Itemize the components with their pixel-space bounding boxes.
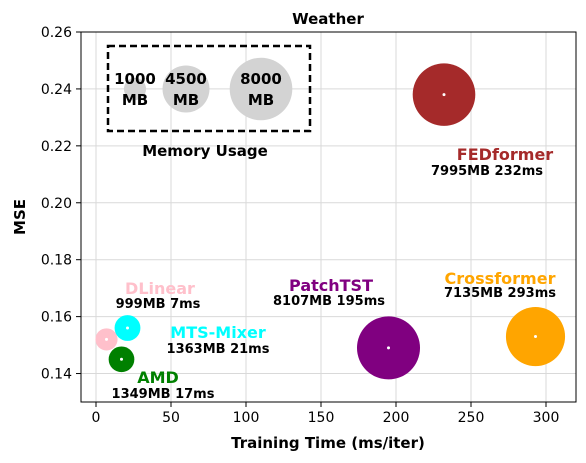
- x-tick-label: 150: [308, 410, 335, 426]
- legend-size-unit: MB: [122, 91, 148, 109]
- point-detail: 8107MB 195ms: [273, 294, 385, 309]
- legend-circle: [162, 65, 210, 113]
- point-detail: 1349MB 17ms: [112, 387, 215, 402]
- legend-size-value: 4500: [165, 70, 207, 88]
- point-center-dot: [442, 93, 446, 97]
- x-tick-label: 200: [383, 410, 410, 426]
- y-tick-label: 0.22: [41, 139, 72, 155]
- legend-box: [106, 44, 312, 133]
- y-axis-label: MSE: [11, 199, 29, 235]
- point-label: AMD: [137, 368, 179, 387]
- legend-circle: [229, 57, 293, 121]
- x-tick-label: 300: [533, 410, 560, 426]
- legend-circle: [123, 77, 147, 101]
- x-tick-label: 250: [458, 410, 485, 426]
- y-tick-label: 0.18: [41, 253, 72, 269]
- point-center-dot: [126, 326, 129, 330]
- point-detail: 7135MB 293ms: [444, 286, 556, 301]
- point-label: DLinear: [125, 279, 195, 298]
- chart-title: Weather: [292, 10, 364, 28]
- legend-size-unit: MB: [173, 91, 199, 109]
- plot-frame: [80, 31, 577, 403]
- legend-size-value: 1000: [114, 70, 156, 88]
- point-detail: 7995MB 232ms: [431, 164, 543, 179]
- point-center-dot: [120, 357, 123, 361]
- x-tick-label: 0: [92, 410, 101, 426]
- memory-legend: 1000 MB 4500 MB 8000 MB Memory Usage: [106, 44, 312, 160]
- axes: 0 50 100 150 200 250 300 0.14 0.16 0.18 0.20 0.22 0.…: [41, 25, 577, 426]
- point-detail: 999MB 7ms: [116, 297, 201, 312]
- y-tick-label: 0.20: [41, 196, 72, 212]
- y-tick-label: 0.16: [41, 310, 72, 326]
- point-detail: 1363MB 21ms: [167, 342, 270, 357]
- point-label: PatchTST: [289, 276, 373, 295]
- point-label: FEDformer: [457, 145, 554, 164]
- point-center-dot: [534, 335, 537, 339]
- y-tick-label: 0.14: [41, 367, 72, 383]
- y-tick-label: 0.24: [41, 82, 72, 98]
- legend-size-unit: MB: [248, 91, 274, 109]
- point-label: MTS-Mixer: [170, 323, 266, 342]
- legend-title: Memory Usage: [142, 142, 268, 160]
- x-tick-label: 100: [233, 410, 260, 426]
- point-center-dot: [105, 337, 108, 341]
- x-tick-label: 50: [162, 410, 180, 426]
- y-tick-label: 0.26: [41, 25, 72, 41]
- point-label: Crossformer: [445, 269, 556, 288]
- point-center-dot: [387, 346, 390, 350]
- legend-size-value: 8000: [240, 70, 282, 88]
- x-axis-label: Training Time (ms/iter): [231, 434, 425, 452]
